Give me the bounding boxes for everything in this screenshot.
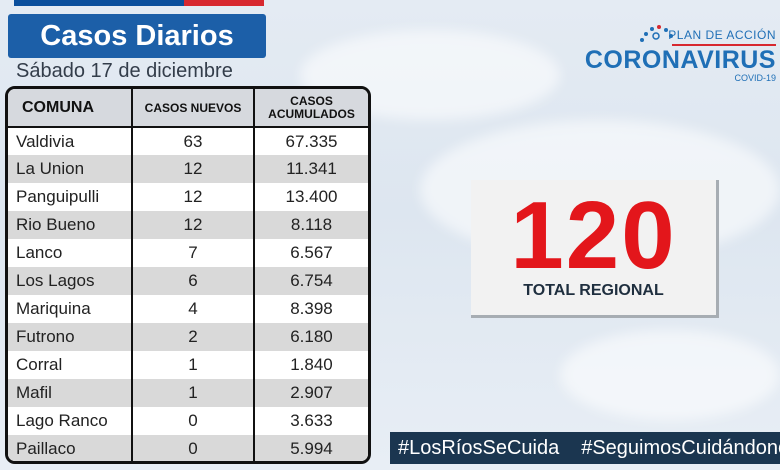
cell-acumulados: 6.567 — [254, 239, 368, 267]
table-header-row: COMUNA CASOS NUEVOS CASOS ACUMULADOS — [8, 89, 368, 128]
table-row: Panguipulli 12 13.400 — [8, 183, 368, 211]
header-casos-nuevos: CASOS NUEVOS — [132, 89, 255, 128]
cases-table: COMUNA CASOS NUEVOS CASOS ACUMULADOS Val… — [5, 86, 371, 464]
cell-comuna: Paillaco — [8, 435, 133, 461]
table-row: Mariquina 4 8.398 — [8, 295, 368, 323]
cell-nuevos: 12 — [132, 155, 255, 183]
logo-plan-text: PLAN DE ACCIÓN — [668, 28, 776, 42]
virus-dots-icon — [640, 25, 673, 42]
hashtag-bar: #LosRíosSeCuida #SeguimosCuidándonos — [390, 432, 780, 464]
logo-divider — [672, 44, 776, 46]
cell-acumulados: 1.840 — [254, 351, 368, 379]
total-value: 120 — [510, 182, 677, 289]
table-row: Lanco 7 6.567 — [8, 239, 368, 267]
cell-nuevos: 12 — [132, 211, 255, 239]
cell-comuna: Los Lagos — [8, 267, 133, 295]
header-casos-acumulados-line1: CASOS — [290, 93, 333, 108]
flag-strip — [14, 0, 264, 6]
cell-acumulados: 6.754 — [254, 267, 368, 295]
cell-nuevos: 4 — [132, 295, 255, 323]
header-casos-acumulados-line2: ACUMULADOS — [268, 106, 355, 121]
cell-comuna: Lanco — [8, 239, 133, 267]
table-row: Lago Ranco 0 3.633 — [8, 407, 368, 435]
cell-comuna: La Union — [8, 155, 133, 183]
cell-nuevos: 6 — [132, 267, 255, 295]
table-row: La Union 12 11.341 — [8, 155, 368, 183]
cell-acumulados: 13.400 — [254, 183, 368, 211]
cell-acumulados: 6.180 — [254, 323, 368, 351]
table-row: Mafil 1 2.907 — [8, 379, 368, 407]
cell-nuevos: 2 — [132, 323, 255, 351]
cell-nuevos: 7 — [132, 239, 255, 267]
cell-comuna: Futrono — [8, 323, 133, 351]
cell-comuna: Rio Bueno — [8, 211, 133, 239]
page-title: Casos Diarios — [8, 14, 266, 58]
cell-comuna: Corral — [8, 351, 133, 379]
background-cloud — [560, 330, 780, 420]
header-casos-acumulados: CASOS ACUMULADOS — [254, 89, 368, 128]
cell-nuevos: 63 — [132, 127, 255, 155]
cell-nuevos: 1 — [132, 379, 255, 407]
cell-nuevos: 0 — [132, 435, 255, 461]
cell-comuna: Valdivia — [8, 127, 133, 155]
cell-comuna: Mariquina — [8, 295, 133, 323]
cell-acumulados: 2.907 — [254, 379, 368, 407]
header-comuna: COMUNA — [8, 89, 133, 128]
table-row: Rio Bueno 12 8.118 — [8, 211, 368, 239]
logo-main-text: CORONAVIRUS — [584, 46, 776, 74]
cell-acumulados: 67.335 — [254, 127, 368, 155]
total-regional-card: 120 TOTAL REGIONAL — [471, 180, 719, 318]
cell-acumulados: 11.341 — [254, 155, 368, 183]
cell-nuevos: 0 — [132, 407, 255, 435]
hashtag-1: #LosRíosSeCuida — [398, 436, 560, 459]
date-subtitle: Sábado 17 de diciembre — [16, 60, 233, 82]
cell-acumulados: 5.994 — [254, 435, 368, 461]
coronavirus-logo: PLAN DE ACCIÓN CORONAVIRUS COVID-19 — [578, 20, 778, 86]
cell-acumulados: 8.118 — [254, 211, 368, 239]
table-row: Paillaco 0 5.994 — [8, 435, 368, 461]
table-row: Corral 1 1.840 — [8, 351, 368, 379]
logo-covid-text: COVID-19 — [734, 73, 776, 83]
cell-acumulados: 3.633 — [254, 407, 368, 435]
table-row: Los Lagos 6 6.754 — [8, 267, 368, 295]
total-label: TOTAL REGIONAL — [523, 282, 664, 299]
cell-nuevos: 12 — [132, 183, 255, 211]
cell-comuna: Lago Ranco — [8, 407, 133, 435]
hashtag-2: #SeguimosCuidándonos — [581, 436, 780, 459]
table-row: Valdivia 63 67.335 — [8, 127, 368, 155]
cell-nuevos: 1 — [132, 351, 255, 379]
table-row: Futrono 2 6.180 — [8, 323, 368, 351]
cell-comuna: Panguipulli — [8, 183, 133, 211]
cell-comuna: Mafil — [8, 379, 133, 407]
cell-acumulados: 8.398 — [254, 295, 368, 323]
